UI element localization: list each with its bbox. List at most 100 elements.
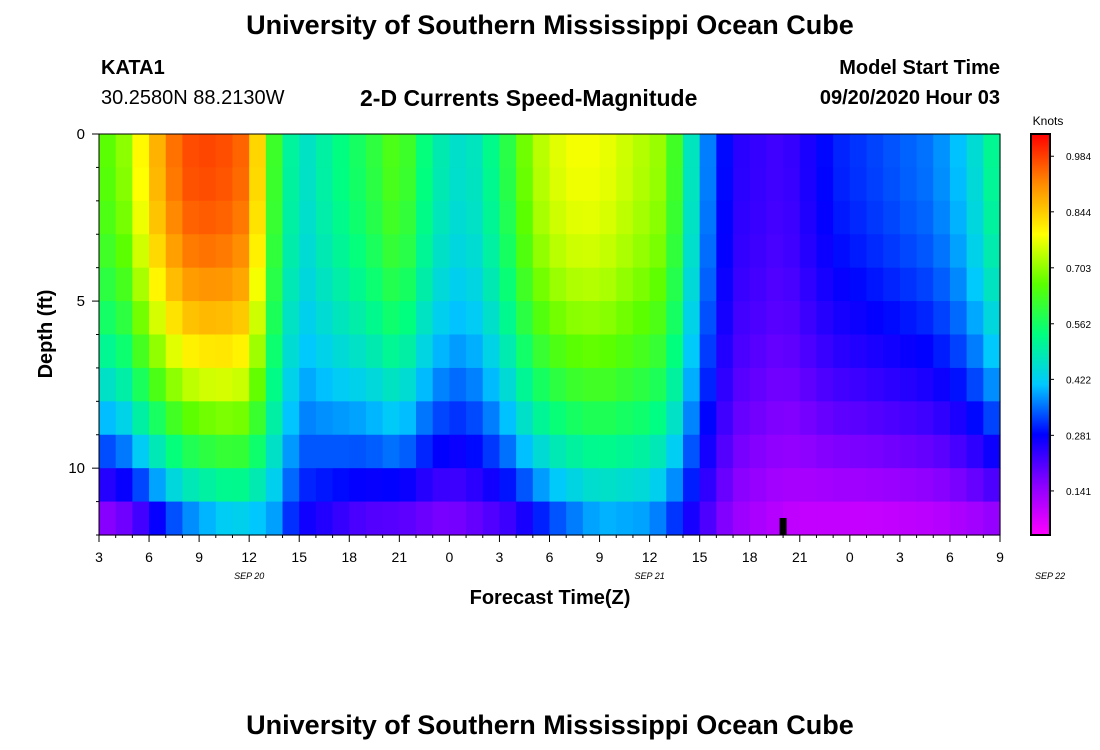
heatmap-cell — [916, 434, 934, 469]
heatmap-cell — [783, 267, 801, 302]
heatmap-cell — [966, 367, 984, 402]
heatmap-cell — [449, 334, 467, 369]
heatmap-cell — [849, 267, 868, 302]
heatmap-cell — [749, 200, 768, 235]
heatmap-cell — [566, 301, 584, 336]
heatmap-cell — [682, 434, 701, 469]
colorbar-tick-label: 0.281 — [1066, 431, 1091, 442]
heatmap-cell — [99, 134, 117, 169]
heatmap-cell — [816, 134, 834, 169]
heatmap-cell — [883, 234, 901, 269]
heatmap-cell — [466, 234, 484, 269]
heatmap-cell — [365, 501, 384, 536]
heatmap-cell — [499, 367, 517, 402]
heatmap-cell — [616, 267, 634, 302]
heatmap-cell — [416, 468, 434, 503]
heatmap-cell — [149, 434, 167, 469]
heatmap-cell — [382, 134, 400, 169]
heatmap-cell — [482, 200, 501, 235]
heatmap-cell — [182, 434, 200, 469]
heatmap-cell — [899, 401, 918, 436]
heatmap-cell — [466, 167, 484, 202]
heatmap-cell — [199, 167, 217, 202]
heatmap-cell — [899, 134, 918, 169]
heatmap-cell — [599, 267, 617, 302]
heatmap-cell — [466, 468, 484, 503]
heatmap-cell — [833, 267, 851, 302]
heatmap-cell — [299, 434, 317, 469]
heatmap-cell — [482, 434, 501, 469]
heatmap-cell — [682, 501, 701, 536]
heatmap-cell — [315, 401, 334, 436]
heatmap-cell — [249, 434, 267, 469]
x-tick-label: 21 — [392, 549, 408, 565]
heatmap-cell — [716, 200, 734, 235]
x-tick-label: 12 — [642, 549, 658, 565]
heatmap-cell — [632, 468, 651, 503]
heatmap-cell — [866, 401, 884, 436]
heatmap-cell — [165, 367, 184, 402]
heatmap-cell — [482, 367, 501, 402]
heatmap-cell — [399, 134, 417, 169]
heatmap-cell — [416, 134, 434, 169]
heatmap-cell — [716, 301, 734, 336]
heatmap-cell — [833, 401, 851, 436]
heatmap-cell — [783, 134, 801, 169]
heatmap-cell — [866, 367, 884, 402]
heatmap-cell — [149, 134, 167, 169]
heatmap-cell — [949, 134, 968, 169]
heatmap-cell — [783, 367, 801, 402]
heatmap-cell — [733, 167, 751, 202]
heatmap-cell — [249, 200, 267, 235]
heatmap-cell — [566, 434, 584, 469]
heatmap-cell — [699, 267, 717, 302]
heatmap-cell — [282, 468, 300, 503]
heatmap-cell — [182, 234, 200, 269]
heatmap-cell — [215, 167, 234, 202]
heatmap-cell — [516, 367, 534, 402]
heatmap-cell — [632, 167, 651, 202]
heatmap-cell — [866, 501, 884, 536]
heatmap-cell — [182, 501, 200, 536]
heatmap-cell — [349, 134, 367, 169]
heatmap-cell — [499, 167, 517, 202]
heatmap-cell — [532, 167, 551, 202]
heatmap-cell — [733, 401, 751, 436]
heatmap-cell — [916, 200, 934, 235]
heatmap-cell — [482, 134, 501, 169]
heatmap-cell — [149, 334, 167, 369]
heatmap-cell — [149, 501, 167, 536]
heatmap-cell — [99, 468, 117, 503]
x-tick-label: 18 — [341, 549, 357, 565]
heatmap-cell — [699, 334, 717, 369]
heatmap-cell — [866, 134, 884, 169]
heatmap-cell — [833, 234, 851, 269]
heatmap-cell — [749, 234, 768, 269]
heatmap-cell — [332, 501, 350, 536]
heatmap-cell — [332, 334, 350, 369]
heatmap-cell — [949, 367, 968, 402]
heatmap-cell — [215, 367, 234, 402]
heatmap-cell — [282, 234, 300, 269]
heatmap-cell — [99, 200, 117, 235]
heatmap-cell — [816, 167, 834, 202]
heatmap-cell — [582, 501, 601, 536]
heatmap-cell — [966, 234, 984, 269]
heatmap-cell — [299, 367, 317, 402]
heatmap-cell — [499, 134, 517, 169]
heatmap-cell — [499, 301, 517, 336]
heatmap-cell — [315, 267, 334, 302]
x-tick-label: 3 — [496, 549, 504, 565]
heatmap-cell — [516, 401, 534, 436]
heatmap-cell — [549, 434, 567, 469]
heatmap-cells — [99, 134, 1001, 536]
heatmap-cell — [983, 367, 1001, 402]
heatmap-cell — [499, 468, 517, 503]
heatmap-cell — [833, 167, 851, 202]
x-tick-label: 15 — [291, 549, 307, 565]
heatmap-cell — [833, 434, 851, 469]
colorbar-units: Knots — [1033, 114, 1064, 128]
heatmap-cell — [265, 434, 284, 469]
heatmap-cell — [616, 134, 634, 169]
heatmap-cell — [983, 301, 1001, 336]
